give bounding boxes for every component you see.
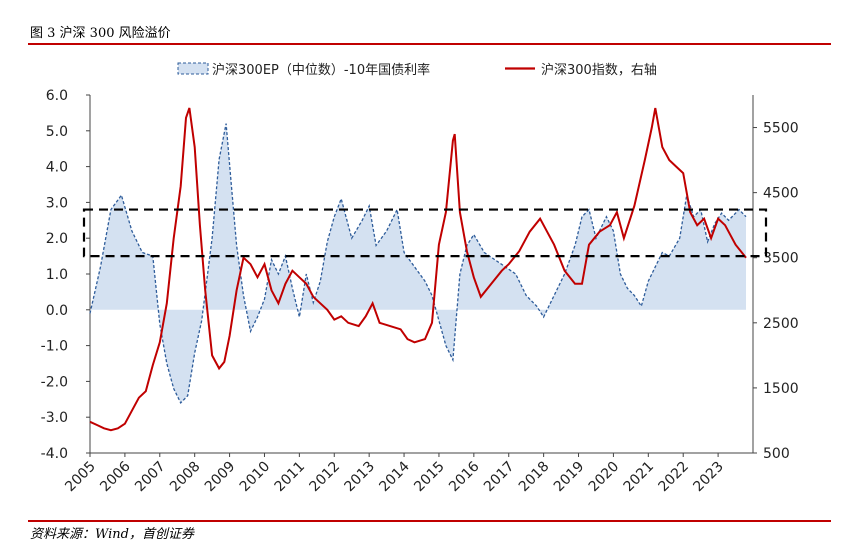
x-tick-label: 2010 [237, 459, 274, 496]
series-index [89, 107, 747, 432]
y-left-tick-label: 1.0 [46, 267, 68, 283]
x-tick-label: 2016 [446, 458, 483, 495]
x-tick-label: 2021 [621, 459, 658, 496]
y-left-tick-label: 6.0 [46, 88, 68, 104]
y-left-tick-label: 4.0 [46, 160, 68, 176]
x-tick-label: 2023 [690, 459, 727, 496]
x-tick-label: 2012 [307, 459, 344, 496]
x-tick-label: 2005 [62, 459, 99, 496]
y-right-tick-label: 4500 [763, 186, 799, 202]
x-tick-label: 2006 [97, 458, 134, 495]
y-left-tick-label: 5.0 [46, 124, 68, 140]
y-right-tick-label: 2500 [763, 316, 799, 332]
legend: 沪深300EP（中位数）-10年国债利率 沪深300指数，右轴 [177, 62, 657, 78]
y-left-tick-label: 0.0 [46, 303, 68, 319]
y-right-tick-label: 500 [763, 446, 790, 462]
y-right-tick-label: 5500 [763, 121, 799, 137]
bottom-divider [28, 520, 831, 522]
y-left-tick-label: -2.0 [41, 374, 68, 390]
figure-title: 图 3 沪深 300 风险溢价 [30, 26, 171, 41]
x-tick-label: 2013 [341, 459, 378, 496]
band-rect [82, 208, 768, 258]
index-line [89, 107, 747, 432]
legend-swatch-ep [177, 62, 209, 75]
x-tick-label: 2014 [376, 458, 413, 495]
x-tick-label: 2015 [411, 459, 448, 496]
y-right-tick-label: 3500 [763, 251, 799, 267]
x-tick-label: 2009 [202, 459, 239, 496]
source-note: 资料来源：Wind，首创证券 [30, 527, 194, 542]
band-box [82, 208, 768, 258]
y-left-tick-label: -1.0 [41, 339, 68, 355]
y-left-tick-label: 2.0 [46, 231, 68, 247]
x-tick-label: 2008 [167, 459, 204, 496]
y-right-tick-label: 1500 [763, 381, 799, 397]
ep-area [90, 123, 747, 403]
legend-label-ep: 沪深300EP（中位数）-10年国债利率 [212, 62, 430, 78]
x-tick-label: 2018 [516, 459, 553, 496]
x-tick-label: 2019 [551, 459, 588, 496]
x-tick-label: 2020 [586, 459, 623, 496]
y-left-tick-label: 3.0 [46, 195, 68, 211]
top-divider [28, 43, 831, 45]
y-left-tick-label: -3.0 [41, 410, 68, 426]
y-left-tick-label: -4.0 [41, 446, 68, 462]
legend-label-index: 沪深300指数，右轴 [541, 62, 657, 78]
x-tick-label: 2022 [656, 459, 693, 496]
series-ep [89, 123, 747, 405]
x-tick-label: 2007 [132, 459, 169, 496]
x-tick-label: 2017 [481, 459, 518, 496]
x-tick-label: 2011 [272, 459, 309, 496]
